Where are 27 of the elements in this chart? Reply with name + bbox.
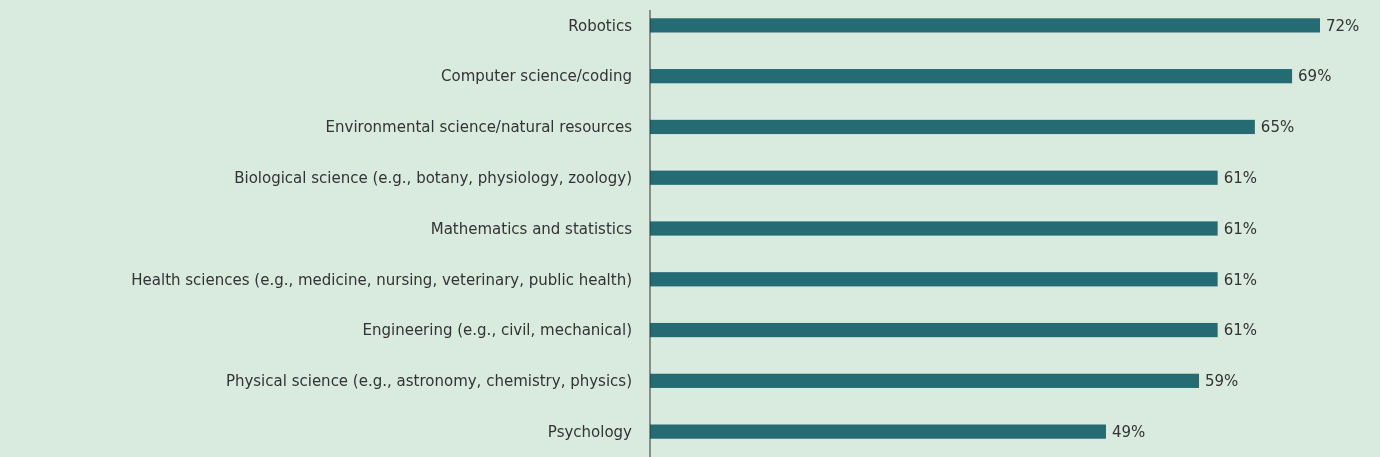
bar bbox=[650, 221, 1218, 236]
data-label: 59% bbox=[1205, 372, 1239, 391]
y-tick-label: Psychology bbox=[547, 422, 633, 441]
data-label: 61% bbox=[1223, 168, 1257, 187]
data-label: 61% bbox=[1223, 270, 1257, 289]
y-tick-label: Biological science (e.g., botany, physiology, zoology) bbox=[234, 168, 632, 187]
bar bbox=[650, 272, 1218, 287]
data-label: 61% bbox=[1223, 219, 1257, 238]
bar bbox=[650, 69, 1293, 84]
data-label: 65% bbox=[1260, 118, 1295, 137]
y-tick-label: Robotics bbox=[568, 16, 633, 35]
bar bbox=[650, 424, 1106, 439]
y-tick-label: Physical science (e.g., astronomy, chemistry, physics) bbox=[225, 372, 632, 391]
y-tick-label: Computer science/coding bbox=[441, 67, 632, 86]
bar bbox=[650, 119, 1255, 135]
data-label: 49% bbox=[1111, 422, 1146, 441]
data-label: 72% bbox=[1326, 16, 1360, 35]
y-tick-label: Environmental science/natural resources bbox=[325, 118, 633, 137]
bar bbox=[650, 373, 1200, 388]
bar bbox=[650, 322, 1218, 338]
bar bbox=[650, 170, 1218, 185]
y-tick-label: Health sciences (e.g., medicine, nursing, veterinary, public health) bbox=[131, 270, 632, 289]
data-label: 61% bbox=[1223, 321, 1257, 340]
bar bbox=[650, 18, 1320, 33]
y-tick-label: Mathematics and statistics bbox=[430, 219, 633, 238]
data-label: 69% bbox=[1298, 67, 1332, 86]
y-tick-label: Engineering (e.g., civil, mechanical) bbox=[362, 321, 632, 340]
